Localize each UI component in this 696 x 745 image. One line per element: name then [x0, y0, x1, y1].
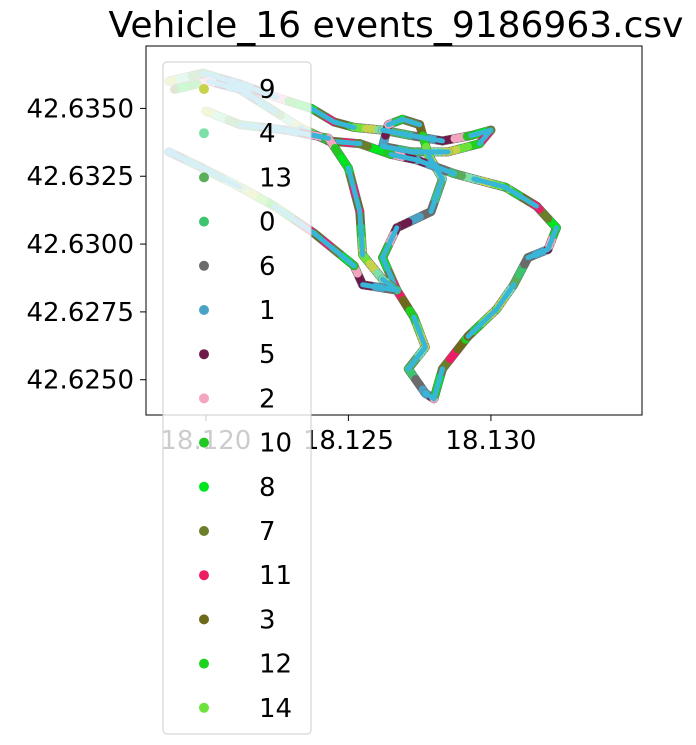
route-a-core	[428, 176, 445, 215]
route-a-core	[477, 127, 494, 147]
route-a-core	[431, 366, 445, 402]
route-b-core	[360, 282, 400, 293]
route-a-core	[502, 184, 540, 209]
y-tick-label: 42.6275	[26, 298, 134, 328]
route-b-core	[311, 230, 357, 269]
route-a-core	[411, 314, 428, 350]
legend-label: 8	[259, 473, 276, 503]
legend: 9 4 13 0 6 1 5 2 10 8 7 11 3 12 14	[162, 61, 312, 735]
y-tick-label: 42.6325	[26, 162, 134, 192]
legend-marker	[199, 172, 209, 183]
legend-label: 9	[259, 75, 276, 105]
legend-label: 10	[259, 429, 292, 459]
route-a-core	[380, 127, 414, 139]
x-tick-label: 18.125	[303, 426, 394, 456]
route-a-core	[308, 105, 337, 125]
legend-marker	[199, 658, 209, 669]
legend-marker	[199, 437, 209, 448]
route-a-core	[405, 344, 428, 372]
legend-marker	[199, 393, 209, 404]
legend-marker	[199, 305, 209, 315]
legend-marker	[199, 128, 209, 139]
legend-label: 2	[259, 384, 276, 414]
legend-marker	[199, 570, 209, 581]
route-a-core	[465, 306, 500, 339]
legend-marker	[199, 702, 209, 713]
route-a-core	[545, 225, 559, 252]
route-a-core	[408, 133, 445, 144]
legend-marker	[199, 481, 209, 492]
legend-label: 0	[259, 208, 276, 238]
legend-label: 4	[259, 119, 276, 149]
legend-label: 6	[259, 252, 276, 282]
y-tick-label: 42.6250	[26, 366, 134, 396]
legend-label: 5	[259, 340, 276, 370]
legend-label: 11	[259, 561, 292, 591]
route-a-core	[494, 282, 517, 312]
route-a-core	[385, 116, 406, 128]
route-b-core	[357, 209, 366, 258]
legend-label: 1	[259, 296, 276, 326]
y-tick-label: 42.6300	[26, 230, 134, 260]
legend-marker	[199, 614, 209, 625]
legend-label: 3	[259, 605, 276, 635]
legend-label: 13	[259, 163, 292, 193]
route-a-core	[471, 176, 508, 190]
legend-marker	[199, 216, 209, 227]
legend-marker	[199, 84, 209, 94]
x-tick-label: 18.130	[445, 426, 536, 456]
legend-label: 7	[259, 517, 276, 547]
chart-title: Vehicle_16 events_9186963.csv	[109, 5, 684, 46]
route-a-core	[380, 225, 400, 261]
route-a-core	[380, 143, 414, 155]
route-a-core	[525, 246, 551, 261]
legend-entries: 9 4 13 0 6 1 5 2 10 8 7 11 3 12 14	[199, 75, 292, 724]
route-a-core	[388, 152, 420, 163]
y-tick-label: 42.6350	[26, 94, 134, 124]
legend-box	[162, 61, 312, 735]
route-b-core	[345, 165, 363, 215]
legend-label: 12	[259, 650, 292, 680]
route-a-core	[414, 157, 457, 177]
legend-marker	[199, 260, 209, 271]
legend-marker	[199, 349, 209, 360]
legend-marker	[199, 526, 209, 536]
route-a-core	[400, 116, 423, 128]
route-a-core	[331, 119, 357, 130]
legend-label: 14	[259, 694, 292, 724]
